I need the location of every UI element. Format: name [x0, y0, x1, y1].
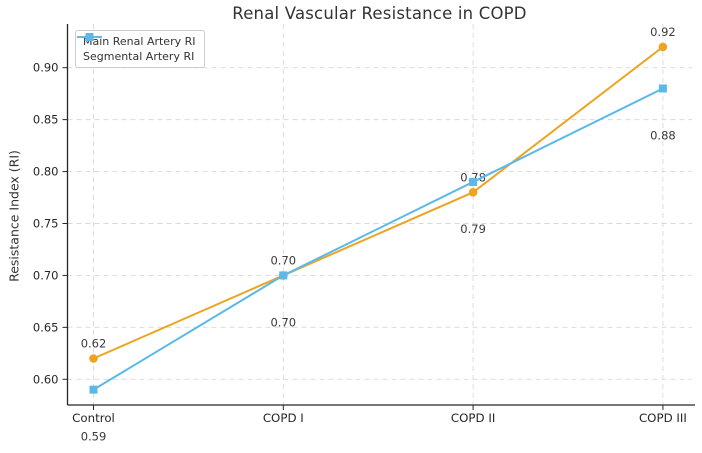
legend-label: Main Renal Artery RI	[83, 35, 196, 48]
data-label-segmental-artery-ri: 0.59	[81, 430, 107, 444]
y-tick-label: 0.75	[33, 216, 59, 230]
data-label-main-renal-artery-ri: 0.78	[460, 170, 486, 184]
legend: Main Renal Artery RI Segmental Artery RI	[75, 30, 206, 68]
y-tick-label: 0.90	[33, 61, 59, 75]
x-tick-label: COPD III	[639, 411, 687, 425]
marker-main-renal-artery-ri	[89, 354, 98, 363]
marker-main-renal-artery-ri	[658, 42, 668, 52]
legend-item: Segmental Artery RI	[77, 33, 195, 63]
y-tick-label: 0.60	[33, 372, 59, 386]
marker-segmental-artery-ri	[658, 84, 667, 93]
data-label-segmental-artery-ri: 0.88	[650, 128, 676, 142]
y-tick-label: 0.80	[33, 165, 59, 179]
marker-main-renal-artery-ri	[468, 188, 478, 197]
x-tick-label: COPD II	[451, 411, 495, 425]
chart-title: Renal Vascular Resistance in COPD	[232, 4, 527, 23]
square-marker-swatch-icon	[77, 33, 102, 41]
y-tick-label: 0.85	[33, 113, 59, 127]
y-tick-label: 0.65	[33, 320, 59, 334]
data-label-main-renal-artery-ri: 0.92	[650, 25, 676, 39]
series-line-segmental-artery-ri	[92, 87, 664, 391]
data-label-main-renal-artery-ri: 0.62	[81, 337, 107, 351]
marker-segmental-artery-ri	[89, 385, 98, 394]
data-label-segmental-artery-ri: 0.70	[270, 315, 296, 329]
legend-label: Segmental Artery RI	[83, 50, 195, 63]
y-tick-label: 0.70	[33, 268, 59, 282]
marker-segmental-artery-ri	[469, 177, 478, 186]
series-line-main-renal-artery-ri	[93, 46, 664, 360]
marker-segmental-artery-ri	[279, 271, 288, 280]
x-tick-label: COPD I	[263, 411, 304, 425]
data-label-main-renal-artery-ri: 0.70	[270, 253, 296, 267]
x-tick-label: Control	[72, 411, 115, 425]
data-label-segmental-artery-ri: 0.79	[460, 222, 486, 236]
